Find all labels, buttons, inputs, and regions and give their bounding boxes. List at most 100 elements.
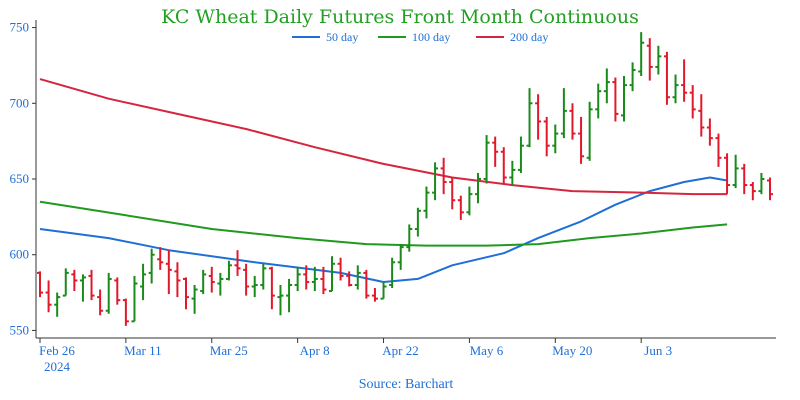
ohlc-bar [509, 160, 516, 186]
ohlc-bar [251, 275, 258, 298]
ohlc-bar [260, 263, 267, 290]
y-tick-label: 650 [10, 171, 30, 186]
ohlc-bar [466, 186, 473, 216]
ohlc-bar [612, 77, 619, 122]
ohlc-bar [354, 265, 361, 290]
ohlc-bar [706, 118, 713, 146]
ohlc-bar [655, 45, 662, 75]
ohlc-bar [457, 195, 464, 220]
ohlc-bar [320, 266, 327, 295]
ohlc-bar [140, 263, 147, 301]
ohlc-bar [646, 38, 653, 81]
series-line-ma50 [39, 176, 728, 283]
ohlc-bar [225, 260, 232, 281]
series-line-ma100 [39, 200, 728, 247]
ohlc-bar [432, 162, 439, 201]
x-tick-sublabel: 2024 [44, 359, 71, 374]
ohlc-bar [724, 153, 731, 195]
y-tick-label: 600 [10, 247, 30, 262]
ohlc-bar [698, 94, 705, 137]
y-tick-label: 550 [10, 322, 30, 337]
ohlc-bar [380, 281, 387, 300]
ohlc-bar [277, 285, 284, 316]
ohlc-bar [371, 288, 378, 302]
ohlc-bar [122, 298, 129, 326]
ohlc-bar [621, 76, 627, 122]
ohlc-bar [741, 163, 748, 195]
ohlc-bar [208, 266, 215, 293]
ohlc-bar [595, 83, 602, 119]
x-tick-label: May 20 [552, 343, 592, 358]
x-tick-label: Apr 8 [300, 343, 330, 358]
ohlc-bar [346, 271, 353, 287]
ohlc-bar [552, 124, 559, 154]
ohlc-bar [389, 257, 396, 289]
ohlc-bar [569, 103, 576, 140]
ohlc-bar [578, 116, 585, 164]
x-tick-label: Apr 22 [382, 343, 418, 358]
y-tick-label: 750 [10, 20, 30, 35]
ohlc-bar [586, 101, 593, 161]
ohlc-bar [758, 172, 765, 195]
ohlc-bar [767, 177, 773, 201]
ohlc-bar [71, 269, 78, 292]
ohlc-bar [217, 272, 224, 296]
ohlc-bar [337, 257, 344, 281]
source-label: Source: Barchart [359, 377, 454, 392]
ohlc-bar [286, 278, 293, 313]
x-tick-label: Mar 25 [210, 343, 248, 358]
legend-label: 50 day [326, 30, 358, 44]
ohlc-bar [715, 133, 722, 167]
ohlc-bar [638, 32, 645, 77]
ohlc-bar [97, 289, 104, 316]
y-axis-ticks: 550 600 650 700 750 [10, 20, 36, 337]
ohlc-bar [526, 88, 533, 148]
ohlc-bar [500, 147, 507, 184]
ohlc-bar [603, 68, 610, 104]
ohlc-bar [148, 248, 155, 284]
ohlc-bar [311, 266, 318, 292]
ohlc-bar [672, 74, 679, 104]
ohlc-bar [517, 136, 524, 173]
series-line-ma200 [39, 78, 728, 196]
ohlc-bar [363, 269, 370, 299]
ohlc-bar [131, 275, 138, 323]
legend: 50 day 100 day 200 day [292, 30, 548, 44]
ohlc-bar [54, 292, 61, 317]
ohlc-bar [440, 157, 447, 195]
ohlc-bar [200, 269, 207, 295]
ohlc-bar [191, 285, 198, 314]
ohlc-bar [37, 271, 43, 298]
x-tick-label: Feb 26 [39, 343, 75, 358]
ohlc-bar [681, 59, 688, 102]
ohlc-bar [663, 51, 670, 105]
ohlc-bar [406, 224, 413, 252]
ohlc-bar [629, 62, 636, 92]
ohlc-bar [475, 172, 481, 204]
legend-label: 100 day [412, 30, 450, 44]
ohlc-bar [689, 85, 696, 119]
ohlc-bar [234, 250, 241, 276]
ohlc-bar [45, 280, 52, 313]
ohlc-bar [294, 266, 301, 292]
ohlc-bar [423, 186, 430, 219]
ohlc-bar [303, 265, 310, 290]
ohlc-bar [114, 277, 121, 305]
ohlc-bar [483, 135, 490, 184]
ohlc-bar [174, 262, 181, 298]
ohlc-bar [62, 268, 69, 297]
legend-label: 200 day [510, 30, 548, 44]
x-tick-label: May 6 [470, 343, 504, 358]
ohlc-bar [535, 94, 542, 140]
ohlc-bar [79, 274, 86, 302]
ohlc-bar [268, 266, 275, 310]
ohlc-bar [165, 250, 172, 295]
ohlc-bar [157, 247, 164, 270]
ohlc-bar [492, 136, 499, 167]
x-tick-label: Jun 3 [644, 343, 672, 358]
ohlc-bar [329, 256, 335, 293]
ohlc-bar [732, 154, 739, 189]
